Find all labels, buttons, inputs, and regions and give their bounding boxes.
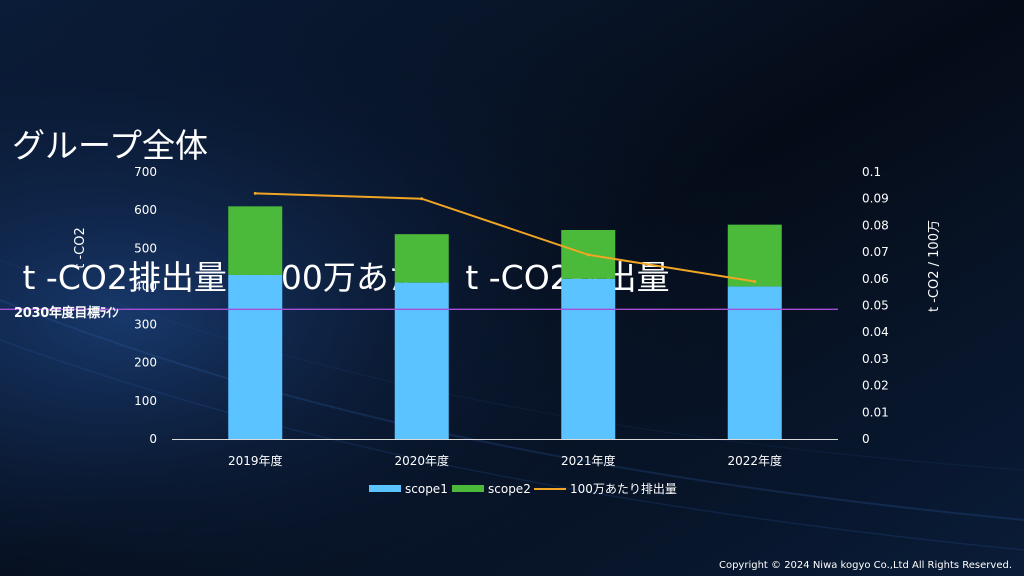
y2-tick-label: 0.05 bbox=[862, 299, 889, 313]
bar-scope2-1 bbox=[394, 234, 449, 283]
y2-tick-label: 0.04 bbox=[862, 325, 889, 339]
legend-label-scope1: scope1 bbox=[405, 482, 448, 496]
y2-tick-label: 0.03 bbox=[862, 352, 889, 366]
bar-scope2-0 bbox=[228, 206, 283, 275]
y-tick-label: 200 bbox=[134, 356, 157, 370]
y-tick-label: 100 bbox=[134, 394, 157, 408]
y-tick-label: 600 bbox=[134, 203, 157, 217]
bar-scope1-1 bbox=[394, 282, 449, 439]
line-point-0 bbox=[253, 191, 257, 195]
y2-tick-label: 0.09 bbox=[862, 192, 889, 206]
line-point-2 bbox=[586, 253, 590, 257]
bar-scope1-0 bbox=[228, 274, 283, 439]
legend-label-line: 100万あたり排出量 bbox=[570, 482, 677, 496]
target-line-label: 2030年度目標ﾗｲﾝ bbox=[14, 306, 119, 321]
y2-tick-label: 0 bbox=[862, 432, 870, 446]
x-tick-label: 2020年度 bbox=[394, 453, 449, 468]
y2-tick-label: 0.02 bbox=[862, 379, 889, 393]
y2-tick-label: 0.07 bbox=[862, 245, 889, 259]
y-tick-label: 700 bbox=[134, 165, 157, 179]
line-point-3 bbox=[753, 279, 757, 283]
bar-scope1-3 bbox=[727, 286, 782, 439]
legend-label-scope2: scope2 bbox=[488, 482, 531, 496]
y2-tick-label: 0.1 bbox=[862, 165, 881, 179]
bar-scope1-2 bbox=[561, 278, 616, 439]
y2-tick-label: 0.01 bbox=[862, 405, 889, 419]
legend-swatch-scope1 bbox=[369, 485, 401, 492]
y-axis-title: t -CO2 bbox=[73, 227, 88, 269]
y2-tick-label: 0.06 bbox=[862, 272, 889, 286]
x-tick-label: 2019年度 bbox=[228, 453, 283, 468]
x-tick-label: 2022年度 bbox=[727, 453, 782, 468]
y2-axis-title: t -CO2 / 100万 bbox=[927, 220, 942, 312]
y2-tick-label: 0.08 bbox=[862, 218, 889, 232]
slide-title-line1: グループ全体 bbox=[12, 126, 209, 165]
y-tick-label: 500 bbox=[134, 241, 157, 255]
copyright-text: Copyright © 2024 Niwa kogyo Co.,Ltd All … bbox=[718, 560, 1012, 571]
x-tick-label: 2021年度 bbox=[561, 453, 616, 468]
line-series-per-million bbox=[255, 192, 755, 283]
line-point-1 bbox=[420, 197, 424, 201]
y-tick-label: 0 bbox=[149, 432, 157, 446]
legend-swatch-scope2 bbox=[452, 485, 484, 492]
bar-scope2-3 bbox=[727, 224, 782, 287]
y-tick-label: 300 bbox=[134, 318, 157, 332]
y-tick-label: 400 bbox=[134, 279, 157, 293]
